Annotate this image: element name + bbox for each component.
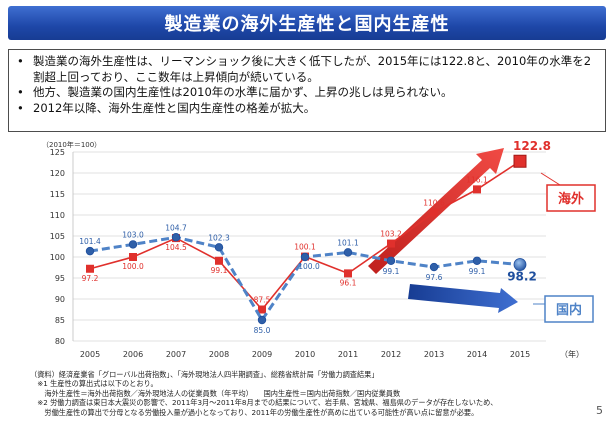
x-axis: 2005 2006 2007 2008 2009 2010 2011 2012 2013 2014…	[80, 350, 530, 359]
domestic-data-label: 104.7	[165, 223, 187, 232]
bullet-text: 2012年以降、海外生産性と国内生産性の格差が拡大。	[33, 100, 316, 115]
summary-box: • 製造業の海外生産性は、リーマンショック後に大きく低下したが、2015年には1…	[8, 49, 606, 132]
domestic-data-label: 97.6	[426, 273, 443, 282]
overseas-point	[430, 208, 438, 217]
overseas-point	[129, 253, 137, 261]
bullet-marker: •	[17, 100, 24, 115]
domestic-data-label: 103.0	[122, 230, 144, 239]
y-tick-label: 115	[50, 190, 65, 199]
overseas-data-label: 104.5	[165, 243, 187, 252]
bullet-text: 他方、製造業の国内生産性は2010年の水準に届かず、上昇の兆しは見られない。	[33, 85, 453, 100]
page-number: 5	[596, 404, 603, 417]
overseas-point	[387, 239, 395, 248]
x-tick-label: 2007	[166, 350, 186, 359]
overseas-data-label: 87.5	[254, 296, 271, 305]
domestic-data-label: 99.1	[383, 267, 400, 276]
overseas-data-label: 100.0	[122, 262, 144, 271]
y-tick-label: 80	[55, 337, 65, 346]
x-axis-unit-label: （年）	[560, 349, 584, 359]
slide-title: 製造業の海外生産性と国内生産性	[164, 14, 450, 35]
domestic-point	[257, 315, 267, 325]
overseas-data-label: 97.2	[82, 274, 99, 283]
note-line: （資料）経済産業省「グローバル出荷指数」、「海外現地法人四半期調査」、総務省統計…	[30, 370, 379, 379]
bullet-marker: •	[17, 85, 24, 100]
domestic-data-label: 85.0	[254, 326, 271, 335]
chart-grid	[73, 151, 546, 342]
overseas-data-label: 116.1	[466, 175, 488, 184]
domestic-point	[386, 256, 396, 265]
domestic-data-label: 102.3	[208, 233, 230, 242]
x-tick-label: 2006	[123, 350, 143, 359]
bullet-item: • 製造業の海外生産性は、リーマンショック後に大きく低下したが、2015年には1…	[17, 54, 599, 85]
x-tick-label: 2010	[295, 350, 315, 359]
overseas-point	[86, 264, 94, 273]
domestic-point	[214, 243, 224, 252]
bullet-item: • 2012年以降、海外生産性と国内生産性の格差が拡大。	[17, 101, 599, 117]
slide-title-bar: 製造業の海外生産性と国内生産性	[8, 6, 606, 40]
overseas-data-label: 96.1	[340, 278, 357, 287]
overseas-data-label: 110.6	[423, 198, 445, 207]
y-tick-label: 125	[50, 148, 65, 157]
domestic-point	[472, 256, 482, 265]
domestic-point	[128, 240, 138, 249]
x-tick-label: 2014	[467, 350, 487, 359]
domestic-data-label: 100.0	[298, 262, 320, 271]
y-tick-label: 95	[55, 274, 65, 283]
x-tick-label: 2011	[338, 350, 358, 359]
overseas-data-label: 103.2	[380, 230, 402, 239]
domestic-data-label: 101.1	[337, 238, 359, 247]
overseas-point	[215, 256, 223, 265]
y-axis-unit-label: （2010年＝100）	[42, 140, 101, 149]
y-tick-label: 105	[50, 232, 65, 241]
domestic-callout-box	[544, 295, 594, 323]
overseas-point	[473, 185, 481, 194]
domestic-callout-label: 国内	[556, 302, 582, 318]
overseas-point	[258, 305, 266, 314]
overseas-point	[513, 154, 527, 168]
domestic-data-label: 101.4	[79, 237, 101, 246]
bullet-text: 製造業の海外生産性は、リーマンショック後に大きく低下したが、2015年には122…	[33, 54, 592, 84]
overseas-data-label: 122.8	[513, 139, 551, 153]
overseas-callout-box	[546, 184, 596, 212]
y-tick-label: 100	[50, 253, 65, 262]
x-tick-label: 2005	[80, 350, 100, 359]
domestic-data-label: 98.2	[507, 270, 537, 284]
y-tick-label: 120	[50, 169, 65, 178]
overseas-data-label: 100.1	[294, 243, 316, 252]
bullet-marker: •	[17, 54, 24, 68]
domestic-data-label: 99.1	[469, 267, 486, 276]
overseas-callout-leader	[540, 172, 561, 186]
note-line: 労働生産性の算出で分母となる労働投入量が過小となっており、2011年の労働生産性…	[30, 407, 479, 417]
domestic-point	[171, 233, 181, 242]
overseas-callout-label: 海外	[558, 191, 584, 207]
domestic-point	[343, 248, 353, 257]
bullet-item: • 他方、製造業の国内生産性は2010年の水準に届かず、上昇の兆しは見られない。	[17, 85, 599, 101]
domestic-point	[429, 262, 439, 272]
x-tick-label: 2009	[252, 350, 272, 359]
x-tick-label: 2015	[510, 350, 530, 359]
chart-series	[85, 154, 527, 325]
overseas-data-label: 99.1	[211, 266, 228, 275]
y-axis: 80 85 90 95 100 105 110 115 120 125	[50, 148, 74, 346]
note-line: ※2 労働力調査は東日本大震災の影響で、2011年3月〜2011年8月までの結果…	[30, 398, 498, 408]
y-tick-label: 110	[50, 211, 65, 220]
note-line: ※1 生産性の算出式は以下のとおり。	[30, 379, 158, 389]
domestic-point	[300, 252, 310, 262]
domestic-point	[513, 258, 527, 271]
note-line: 海外生産性＝海外出荷指数／海外現地法人の従業員数（年平均） 国内生産性＝国内出荷…	[30, 388, 401, 398]
x-tick-label: 2013	[424, 350, 444, 359]
x-tick-label: 2012	[381, 350, 401, 359]
domestic-trend-arrow	[408, 284, 518, 313]
x-tick-label: 2008	[209, 350, 229, 359]
y-tick-label: 85	[55, 316, 65, 325]
series-line-overseas	[89, 160, 521, 311]
source-notes: （資料）経済産業省「グローバル出荷指数」、「海外現地法人四半期調査」、総務省統計…	[30, 370, 590, 417]
y-tick-label: 90	[55, 295, 65, 304]
overseas-point	[344, 269, 352, 278]
domestic-point	[85, 246, 95, 256]
data-labels: 97.2 100.0 104.5 99.1 87.5 100.1 96.1 103.2 110.…	[79, 139, 551, 335]
